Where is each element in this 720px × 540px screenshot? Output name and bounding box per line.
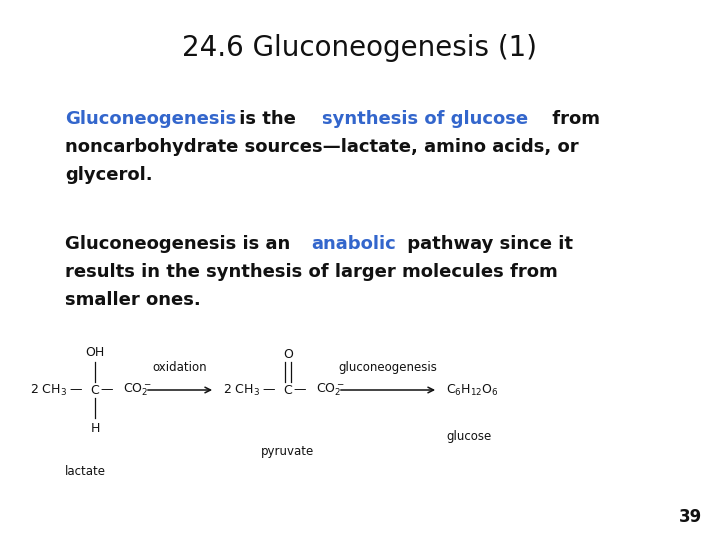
Text: —: — <box>294 383 306 396</box>
Text: smaller ones.: smaller ones. <box>65 291 201 309</box>
Text: —: — <box>70 383 82 396</box>
Text: C: C <box>284 383 292 396</box>
Text: H: H <box>90 422 99 435</box>
Text: glucose: glucose <box>446 430 491 443</box>
Text: 2 CH$_3$: 2 CH$_3$ <box>223 382 260 397</box>
Text: CO$_2^-$: CO$_2^-$ <box>316 382 345 399</box>
Text: synthesis of glucose: synthesis of glucose <box>323 110 528 128</box>
Text: Gluconeogenesis is an: Gluconeogenesis is an <box>65 235 297 253</box>
Text: —: — <box>101 383 113 396</box>
Text: C$_6$H$_{12}$O$_6$: C$_6$H$_{12}$O$_6$ <box>446 382 499 397</box>
Text: pathway since it: pathway since it <box>401 235 573 253</box>
Text: OH: OH <box>86 346 104 359</box>
Text: anabolic: anabolic <box>311 235 396 253</box>
Text: 24.6 Gluconeogenesis (1): 24.6 Gluconeogenesis (1) <box>182 34 538 62</box>
Text: gluconeogenesis: gluconeogenesis <box>338 361 438 374</box>
Text: 39: 39 <box>679 508 702 526</box>
Text: glycerol.: glycerol. <box>65 166 153 184</box>
Text: CO$_2^-$: CO$_2^-$ <box>123 382 152 399</box>
Text: from: from <box>546 110 600 128</box>
Text: pyruvate: pyruvate <box>261 445 315 458</box>
Text: noncarbohydrate sources—lactate, amino acids, or: noncarbohydrate sources—lactate, amino a… <box>65 138 579 156</box>
Text: C: C <box>91 383 99 396</box>
Text: —: — <box>263 383 275 396</box>
Text: lactate: lactate <box>65 465 106 478</box>
Text: O: O <box>283 348 293 361</box>
Text: 2 CH$_3$: 2 CH$_3$ <box>30 382 67 397</box>
Text: Gluconeogenesis: Gluconeogenesis <box>65 110 236 128</box>
Text: results in the synthesis of larger molecules from: results in the synthesis of larger molec… <box>65 263 558 281</box>
Text: is the: is the <box>233 110 302 128</box>
Text: oxidation: oxidation <box>153 361 207 374</box>
